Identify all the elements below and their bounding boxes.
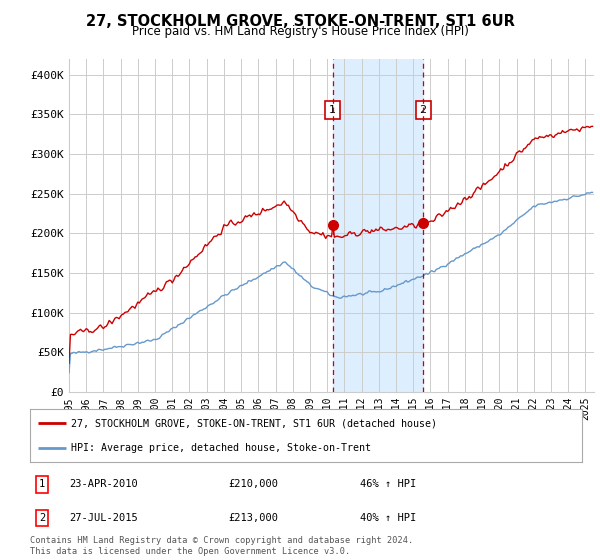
- Text: 27, STOCKHOLM GROVE, STOKE-ON-TRENT, ST1 6UR (detached house): 27, STOCKHOLM GROVE, STOKE-ON-TRENT, ST1…: [71, 418, 437, 428]
- Text: 27-JUL-2015: 27-JUL-2015: [69, 513, 138, 523]
- Text: 46% ↑ HPI: 46% ↑ HPI: [360, 479, 416, 489]
- Text: 23-APR-2010: 23-APR-2010: [69, 479, 138, 489]
- Text: Price paid vs. HM Land Registry's House Price Index (HPI): Price paid vs. HM Land Registry's House …: [131, 25, 469, 38]
- Text: 40% ↑ HPI: 40% ↑ HPI: [360, 513, 416, 523]
- Text: 27, STOCKHOLM GROVE, STOKE-ON-TRENT, ST1 6UR: 27, STOCKHOLM GROVE, STOKE-ON-TRENT, ST1…: [86, 14, 514, 29]
- Text: HPI: Average price, detached house, Stoke-on-Trent: HPI: Average price, detached house, Stok…: [71, 442, 371, 452]
- Text: £210,000: £210,000: [228, 479, 278, 489]
- Text: Contains HM Land Registry data © Crown copyright and database right 2024.
This d: Contains HM Land Registry data © Crown c…: [30, 536, 413, 556]
- Text: 2: 2: [419, 105, 427, 115]
- Text: 1: 1: [329, 105, 336, 115]
- Bar: [332, 59, 423, 392]
- Text: 1: 1: [39, 479, 45, 489]
- Text: 2: 2: [39, 513, 45, 523]
- Text: £213,000: £213,000: [228, 513, 278, 523]
